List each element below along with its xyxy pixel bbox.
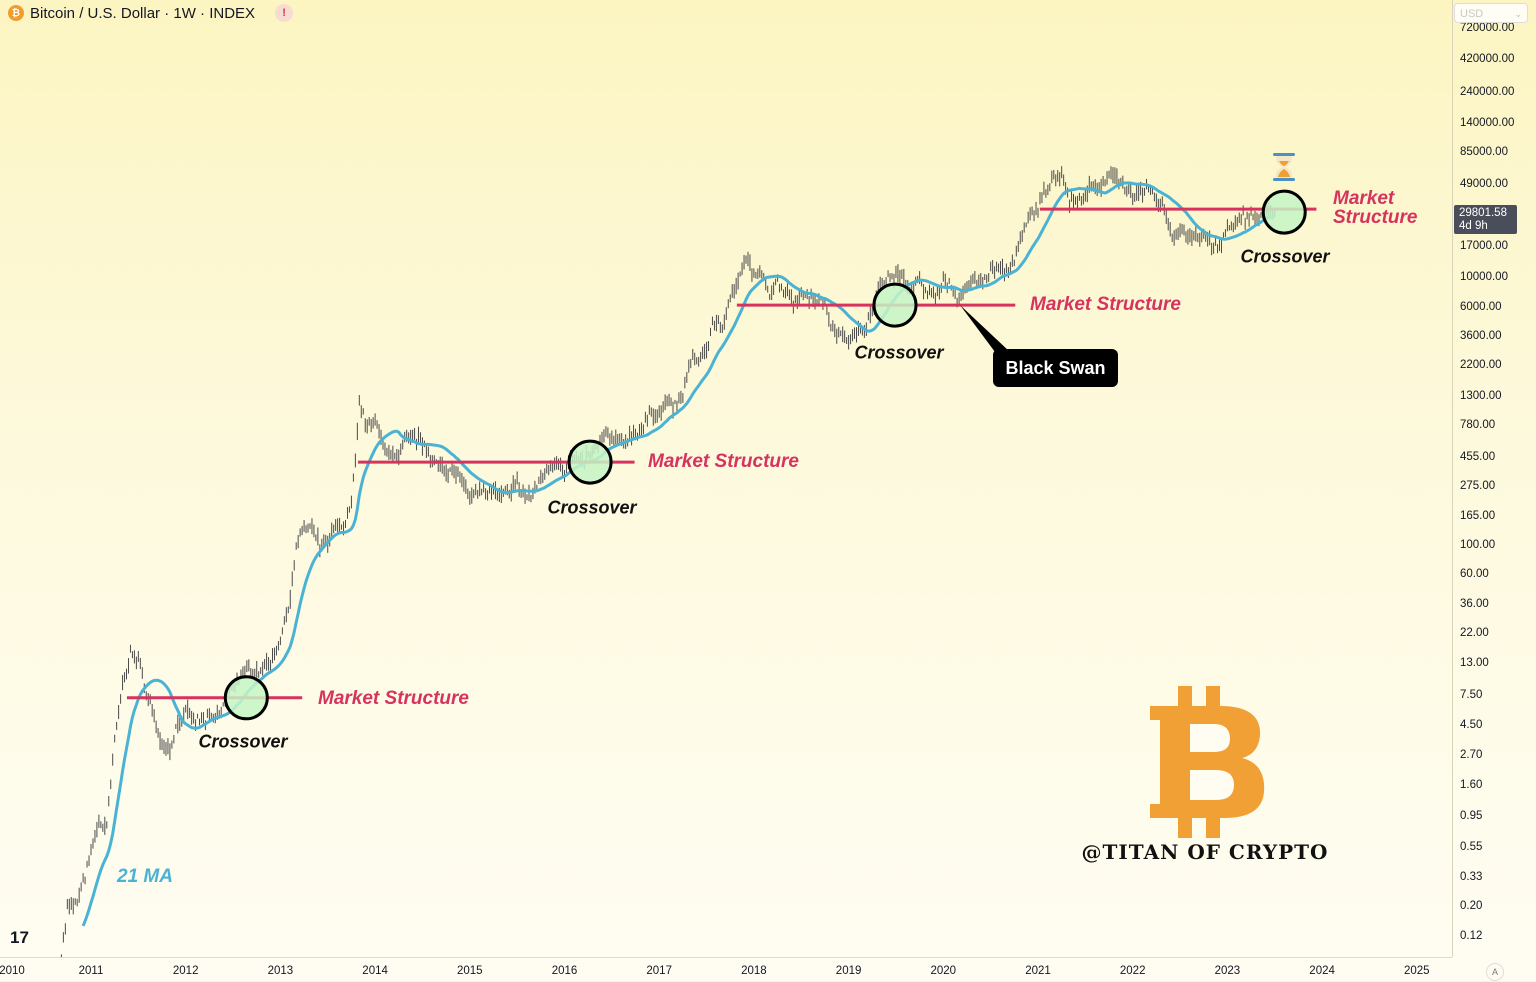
price-tick: 0.95 — [1460, 809, 1483, 822]
price-tick: 17000.00 — [1460, 239, 1508, 252]
price-tick: 240000.00 — [1460, 85, 1515, 98]
price-tick: 780.00 — [1460, 419, 1496, 432]
price-tick: 3600.00 — [1460, 330, 1502, 343]
chart-title[interactable]: ₿ Bitcoin / U.S. Dollar · 1W · INDEX ! — [8, 4, 294, 22]
crossover-layer — [223, 189, 1307, 721]
market-structure-label: Market Structure — [318, 688, 469, 709]
price-tick: 2.70 — [1460, 748, 1483, 761]
time-tick: 2016 — [551, 965, 578, 977]
hourglass-icon — [1273, 153, 1295, 181]
price-tick: 36.00 — [1460, 598, 1489, 611]
price-tick: 85000.00 — [1460, 146, 1508, 159]
price-tick: 0.20 — [1460, 900, 1483, 913]
time-tick: 2015 — [457, 965, 483, 977]
price-chart[interactable] — [0, 0, 1452, 957]
last-price: 29801.58 — [1459, 207, 1507, 219]
time-tick: 2011 — [78, 965, 104, 977]
time-tick: 2023 — [1214, 965, 1241, 977]
price-tick: 22.00 — [1460, 626, 1489, 639]
price-axis[interactable]: 720000.00 420000.00 240000.00 140000.00 8500… — [1452, 0, 1536, 957]
crossover-circle — [872, 282, 918, 328]
bitcoin-icon: ₿ — [8, 5, 24, 21]
ma-label: 21 MA — [117, 866, 173, 887]
time-tick: 2022 — [1119, 965, 1146, 977]
price-tick: 0.33 — [1460, 871, 1483, 884]
price-tick: 455.00 — [1460, 450, 1496, 463]
time-axis[interactable]: 2010 2011 2012 2013 2014 2015 2016 2017 2018 2019… — [0, 957, 1452, 982]
crossover-label: Crossover — [854, 342, 944, 363]
price-tick: 275.00 — [1460, 479, 1496, 492]
symbol-title: Bitcoin / U.S. Dollar · 1W · INDEX — [30, 4, 256, 22]
ma-21-line — [81, 181, 1276, 927]
candles-layer — [60, 166, 1276, 957]
time-tick: 2013 — [267, 965, 294, 977]
time-tick: 2010 — [0, 965, 25, 977]
price-tick: 165.00 — [1460, 509, 1496, 522]
price-tick: 100.00 — [1460, 538, 1496, 551]
crossover-label: Crossover — [198, 731, 288, 752]
price-tick: 1.60 — [1460, 779, 1483, 792]
time-tick: 2014 — [362, 965, 388, 977]
price-tick: 0.55 — [1460, 841, 1483, 854]
price-tick: 720000.00 — [1460, 22, 1515, 34]
currency-select[interactable]: USD ⌄ — [1454, 3, 1528, 23]
time-tick: 2019 — [835, 965, 862, 977]
price-tick: 1300.00 — [1460, 389, 1502, 402]
time-tick: 2021 — [1025, 965, 1051, 977]
watermark-brand: @TITAN OF CRYPTO — [1081, 840, 1329, 864]
price-tick: 140000.00 — [1460, 117, 1515, 130]
market-structure-label: Market Structure — [648, 451, 799, 472]
time-tick: 2017 — [646, 965, 672, 977]
market-structure-label: Market Structure — [1030, 294, 1181, 315]
crossover-label: Crossover — [1240, 246, 1330, 267]
crossover-circle — [223, 675, 269, 721]
time-tick: 2012 — [172, 965, 199, 977]
currency-value: USD — [1460, 8, 1484, 20]
auto-scale-button[interactable]: A — [1486, 963, 1504, 981]
crossover-circle — [1261, 189, 1307, 235]
bitcoin-b-logo — [1150, 686, 1265, 838]
price-tick: 4.50 — [1460, 719, 1483, 732]
time-tick: 2018 — [741, 965, 767, 977]
price-tick: 6000.00 — [1460, 300, 1502, 313]
chevron-down-icon: ⌄ — [1514, 9, 1522, 19]
price-tick: 2200.00 — [1460, 358, 1502, 371]
crossover-label: Crossover — [547, 497, 637, 518]
price-tick: 10000.00 — [1460, 270, 1508, 283]
price-tick: 0.12 — [1460, 930, 1483, 942]
price-tick: 60.00 — [1460, 568, 1489, 581]
bar-countdown: 4d 9h — [1459, 220, 1488, 232]
time-tick: 2020 — [930, 965, 957, 977]
time-tick: 2025 — [1404, 965, 1430, 977]
exclamation-icon[interactable]: ! — [275, 4, 294, 22]
black-swan-callout: Black Swan — [993, 349, 1118, 387]
last-price-tag: 29801.58 4d 9h — [1454, 205, 1517, 234]
black-swan-pointer — [960, 305, 1010, 352]
crossover-circle — [567, 439, 613, 485]
price-tick: 7.50 — [1460, 689, 1483, 702]
price-tick: 420000.00 — [1460, 53, 1515, 66]
tradingview-logo[interactable]: 17 — [10, 928, 29, 947]
time-tick: 2024 — [1309, 965, 1335, 977]
price-tick: 49000.00 — [1460, 178, 1508, 191]
price-tick: 13.00 — [1460, 657, 1489, 670]
market-structure-label: Market Structure — [1333, 188, 1418, 228]
